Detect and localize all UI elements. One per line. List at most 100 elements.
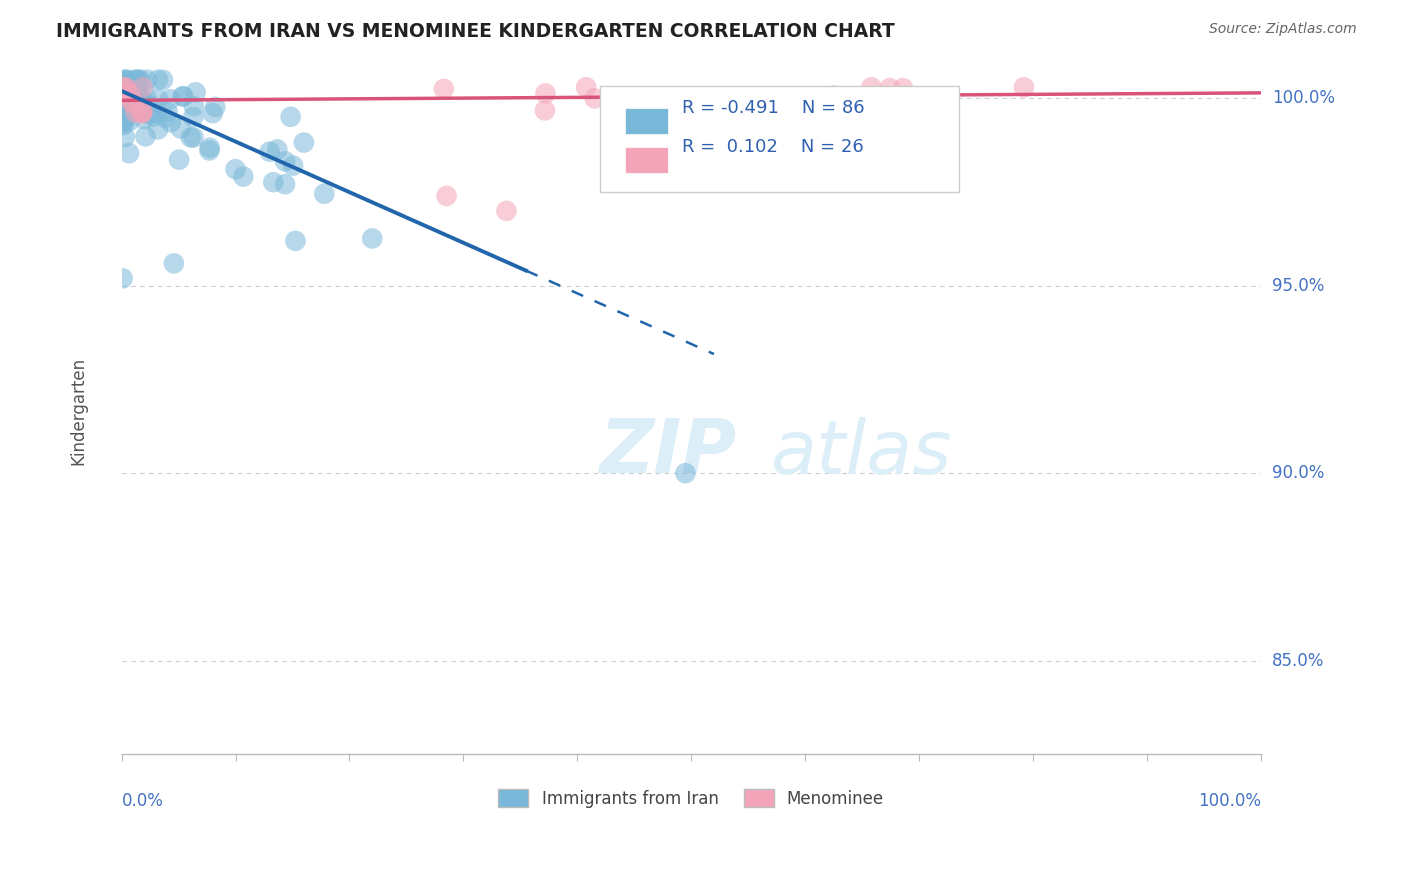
Point xyxy=(124,95,146,110)
Point xyxy=(262,175,284,189)
Point xyxy=(111,77,134,91)
Point xyxy=(114,74,136,88)
Point xyxy=(225,162,247,177)
Point xyxy=(115,79,138,94)
Point xyxy=(122,72,145,87)
Point xyxy=(148,92,170,106)
Point xyxy=(112,85,135,99)
Point xyxy=(180,130,202,145)
Point xyxy=(135,72,157,87)
Text: Source: ZipAtlas.com: Source: ZipAtlas.com xyxy=(1209,22,1357,37)
Point xyxy=(852,92,875,106)
FancyBboxPatch shape xyxy=(600,86,959,192)
Point xyxy=(142,110,165,124)
Point xyxy=(860,80,883,95)
Point xyxy=(114,111,136,125)
Legend: Immigrants from Iran, Menominee: Immigrants from Iran, Menominee xyxy=(492,782,890,814)
Point xyxy=(132,112,155,126)
Text: ZIP: ZIP xyxy=(600,416,737,489)
Point xyxy=(118,96,141,111)
Point xyxy=(891,81,914,95)
Point xyxy=(134,87,156,102)
Point xyxy=(198,144,221,158)
Point xyxy=(134,129,156,144)
Point xyxy=(534,103,557,118)
Point xyxy=(125,81,148,95)
Point xyxy=(111,72,134,87)
Text: 0.0%: 0.0% xyxy=(122,792,163,810)
Text: atlas: atlas xyxy=(770,417,952,489)
Point xyxy=(111,88,134,103)
Point xyxy=(125,72,148,87)
Point xyxy=(114,72,136,87)
Text: 85.0%: 85.0% xyxy=(1272,651,1324,670)
Point xyxy=(184,85,207,99)
Point xyxy=(114,112,136,127)
Point xyxy=(1012,80,1035,95)
Point xyxy=(281,159,304,173)
Point xyxy=(145,106,167,120)
Point xyxy=(120,95,142,109)
Point xyxy=(120,87,142,102)
Point xyxy=(163,256,186,270)
Point xyxy=(266,143,288,157)
Point xyxy=(115,82,138,96)
Point xyxy=(131,80,153,95)
Text: 100.0%: 100.0% xyxy=(1272,89,1334,108)
Point xyxy=(146,122,169,136)
Point xyxy=(433,82,456,96)
Point xyxy=(361,231,384,245)
Point xyxy=(156,105,179,120)
Point xyxy=(129,72,152,87)
Point xyxy=(117,95,139,109)
Text: IMMIGRANTS FROM IRAN VS MENOMINEE KINDERGARTEN CORRELATION CHART: IMMIGRANTS FROM IRAN VS MENOMINEE KINDER… xyxy=(56,22,896,41)
Point xyxy=(879,81,901,95)
Point xyxy=(131,105,153,120)
Point xyxy=(675,466,697,480)
Point xyxy=(172,89,194,103)
Point xyxy=(201,106,224,120)
Point xyxy=(534,87,557,101)
Point xyxy=(124,105,146,120)
Point xyxy=(111,116,134,130)
Point xyxy=(129,94,152,108)
Point xyxy=(115,72,138,87)
Point xyxy=(118,91,141,105)
Point xyxy=(131,106,153,120)
Point xyxy=(129,96,152,111)
Point xyxy=(141,99,163,113)
Point xyxy=(823,88,845,103)
Point xyxy=(122,87,145,102)
Text: R =  0.102    N = 26: R = 0.102 N = 26 xyxy=(682,137,863,156)
FancyBboxPatch shape xyxy=(626,146,668,173)
Point xyxy=(274,154,297,169)
Point xyxy=(118,146,141,161)
Point xyxy=(129,104,152,119)
Point xyxy=(112,82,135,96)
Point xyxy=(138,107,160,121)
Point xyxy=(114,81,136,95)
Point xyxy=(292,136,315,150)
Point xyxy=(111,271,134,285)
Point xyxy=(160,115,183,129)
Point xyxy=(172,89,194,103)
Point xyxy=(120,80,142,95)
Point xyxy=(118,92,141,106)
Text: 95.0%: 95.0% xyxy=(1272,277,1324,295)
Point xyxy=(284,234,307,248)
Point xyxy=(181,110,204,124)
Point xyxy=(127,72,149,87)
Point xyxy=(114,80,136,95)
Point xyxy=(131,104,153,119)
Point xyxy=(129,91,152,105)
Point xyxy=(118,113,141,128)
Point xyxy=(786,105,808,120)
Point xyxy=(183,130,205,145)
Text: Kindergarten: Kindergarten xyxy=(69,358,87,466)
FancyBboxPatch shape xyxy=(626,108,668,134)
Point xyxy=(114,87,136,101)
Point xyxy=(114,130,136,145)
Point xyxy=(111,80,134,95)
Point xyxy=(120,80,142,95)
Point xyxy=(280,110,302,124)
